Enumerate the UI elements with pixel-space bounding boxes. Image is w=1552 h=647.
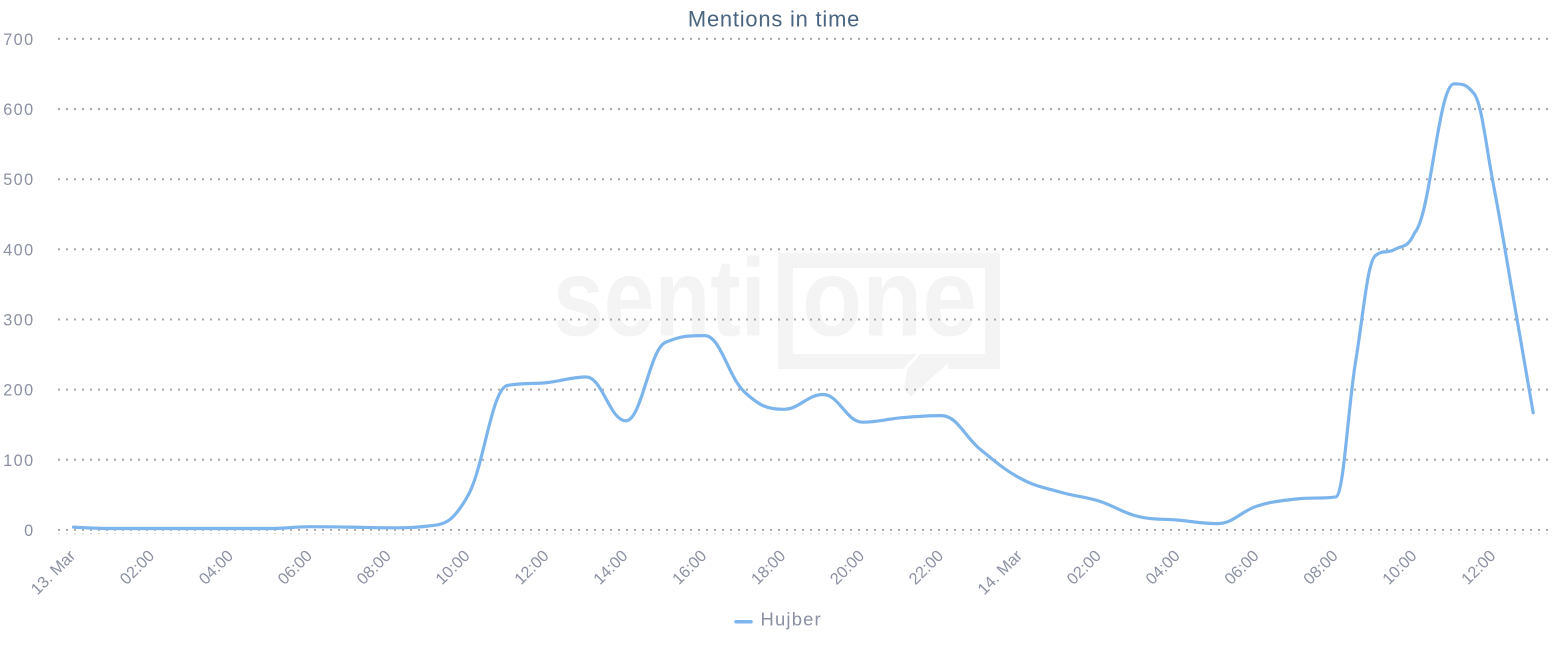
- svg-text:300: 300: [3, 312, 34, 330]
- svg-text:12:00: 12:00: [511, 547, 552, 588]
- svg-text:04:00: 04:00: [1142, 547, 1183, 588]
- svg-text:12:00: 12:00: [1458, 547, 1499, 588]
- svg-text:04:00: 04:00: [196, 547, 237, 588]
- svg-text:14. Mar: 14. Mar: [974, 546, 1026, 598]
- svg-text:10:00: 10:00: [432, 547, 473, 588]
- svg-text:02:00: 02:00: [117, 547, 158, 588]
- svg-text:500: 500: [3, 171, 34, 189]
- svg-text:06:00: 06:00: [1221, 547, 1262, 588]
- svg-text:100: 100: [3, 452, 34, 470]
- svg-text:14:00: 14:00: [590, 547, 631, 588]
- svg-text:Hujber: Hujber: [761, 609, 822, 630]
- svg-text:06:00: 06:00: [274, 547, 315, 588]
- svg-text:20:00: 20:00: [827, 547, 868, 588]
- svg-text:10:00: 10:00: [1379, 547, 1420, 588]
- svg-text:18:00: 18:00: [748, 547, 789, 588]
- svg-text:13. Mar: 13. Mar: [28, 546, 80, 598]
- svg-text:08:00: 08:00: [1300, 547, 1341, 588]
- svg-text:08:00: 08:00: [353, 547, 394, 588]
- svg-text:Mentions in time: Mentions in time: [688, 7, 860, 32]
- svg-text:16:00: 16:00: [669, 547, 710, 588]
- svg-text:200: 200: [3, 382, 34, 400]
- svg-text:0: 0: [24, 522, 34, 540]
- svg-text:400: 400: [3, 241, 34, 259]
- svg-text:22:00: 22:00: [906, 547, 947, 588]
- svg-text:02:00: 02:00: [1063, 547, 1104, 588]
- svg-text:600: 600: [3, 101, 34, 119]
- svg-text:700: 700: [3, 31, 34, 49]
- svg-text:senti: senti: [553, 236, 766, 359]
